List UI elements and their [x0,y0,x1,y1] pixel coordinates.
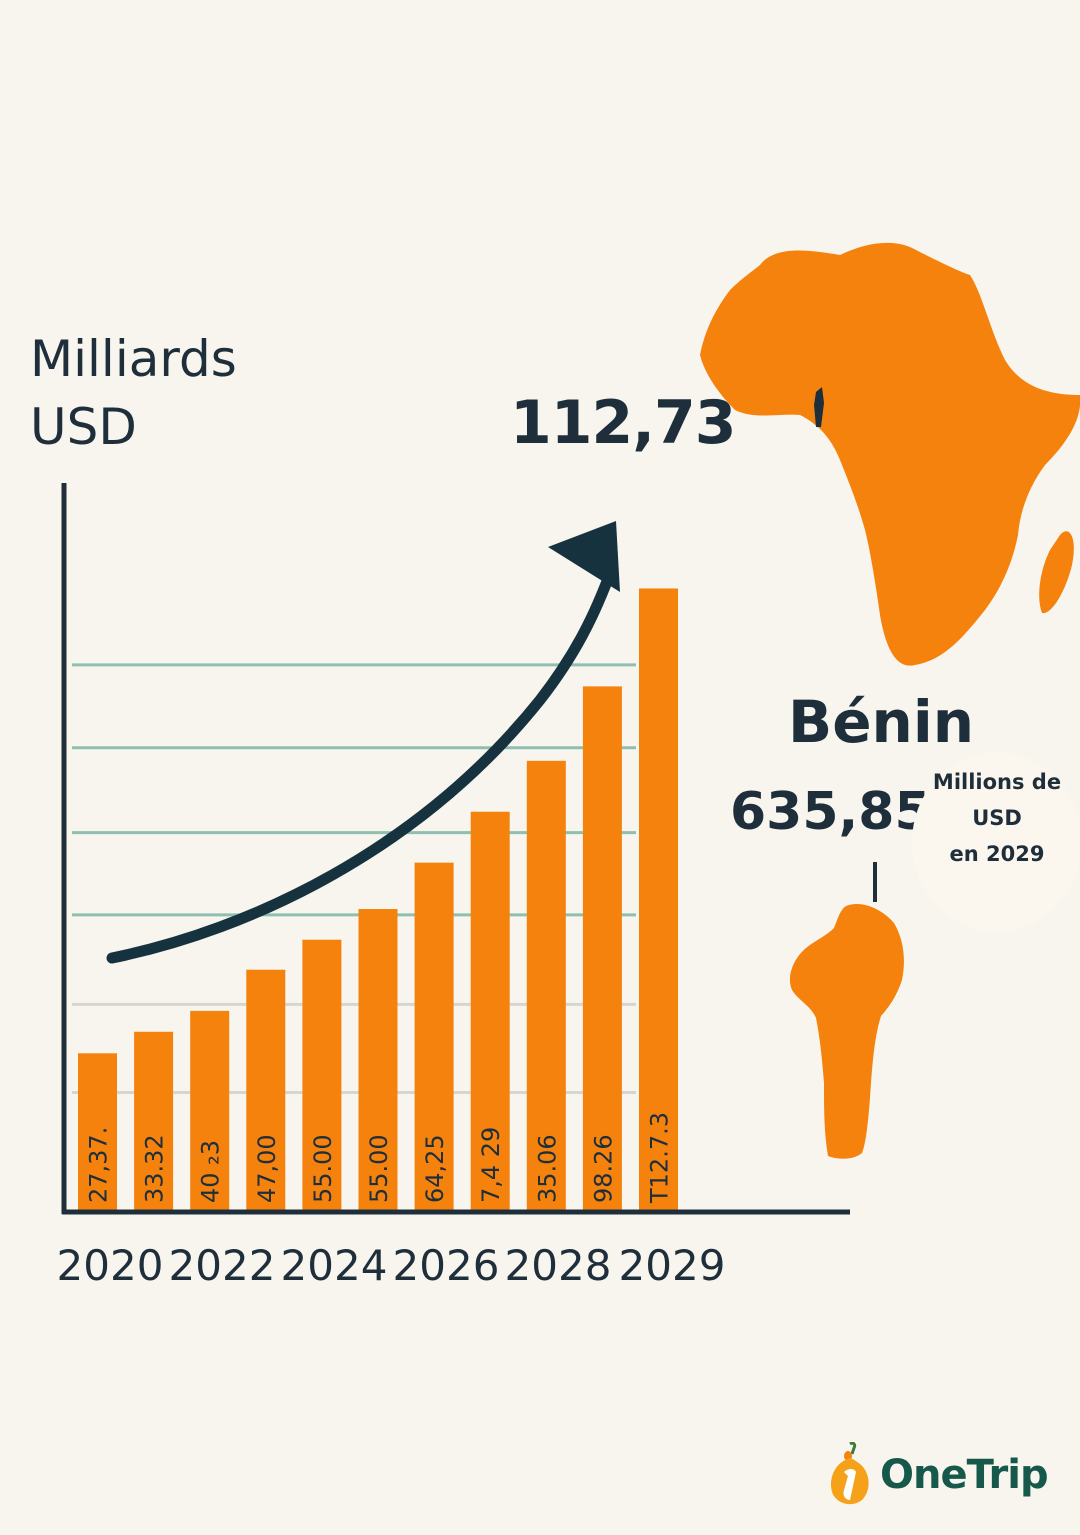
benin-note: Millions de USD en 2029 [912,752,1080,932]
benin-pointer-line [873,862,877,902]
bar-data-label: T12.7.3 [646,1112,674,1204]
benin-shape [790,904,904,1159]
x-tick-label: 2022 [169,1241,276,1290]
bar-data-label: 27,37. [85,1127,113,1203]
y-axis-label-line-1: Milliards [30,325,237,393]
benin-map [786,898,916,1163]
benin-note-line-2: USD [912,800,1080,836]
benin-value: 635,85 [730,782,931,842]
bar-data-label: 33.32 [141,1134,169,1203]
bars [78,588,678,1210]
onetrip-logo: OneTrip [826,1440,1048,1510]
bar-data-label: 7,4 29 [477,1127,505,1203]
x-tick-label: 2028 [505,1241,612,1290]
onetrip-brand-name: OneTrip [880,1452,1048,1498]
africa-shape [700,243,1080,666]
benin-note-line-1: Millions de [912,764,1080,800]
bar-data-label: 55.00 [365,1134,393,1203]
y-axis-label-line-2: USD [30,393,237,461]
x-tick-label: 2029 [619,1241,726,1290]
bar-data-label: 55.00 [309,1134,337,1203]
x-tick-labels: 2020 2022 2024 2026 2028 2029 [57,1241,726,1290]
onetrip-fruit-icon [826,1442,874,1508]
africa-map [700,235,1080,675]
benin-note-line-3: en 2029 [912,836,1080,872]
y-axis-label: Milliards USD [30,325,237,461]
x-tick-label: 2020 [57,1241,164,1290]
bar-data-label: 40 ₂3 [197,1140,225,1203]
x-tick-label: 2024 [281,1241,388,1290]
bar-data-label: 35.06 [533,1134,561,1203]
bar-2029 [583,686,622,1210]
bar-data-label: 98.26 [589,1134,617,1203]
x-tick-label: 2026 [393,1241,500,1290]
benin-title: Bénin [788,688,974,756]
bar-data-label: 64,25 [421,1134,449,1203]
madagascar-shape [1039,531,1074,613]
trend-arrow-head [548,521,620,592]
bar-data-label: 47,00 [253,1134,281,1203]
